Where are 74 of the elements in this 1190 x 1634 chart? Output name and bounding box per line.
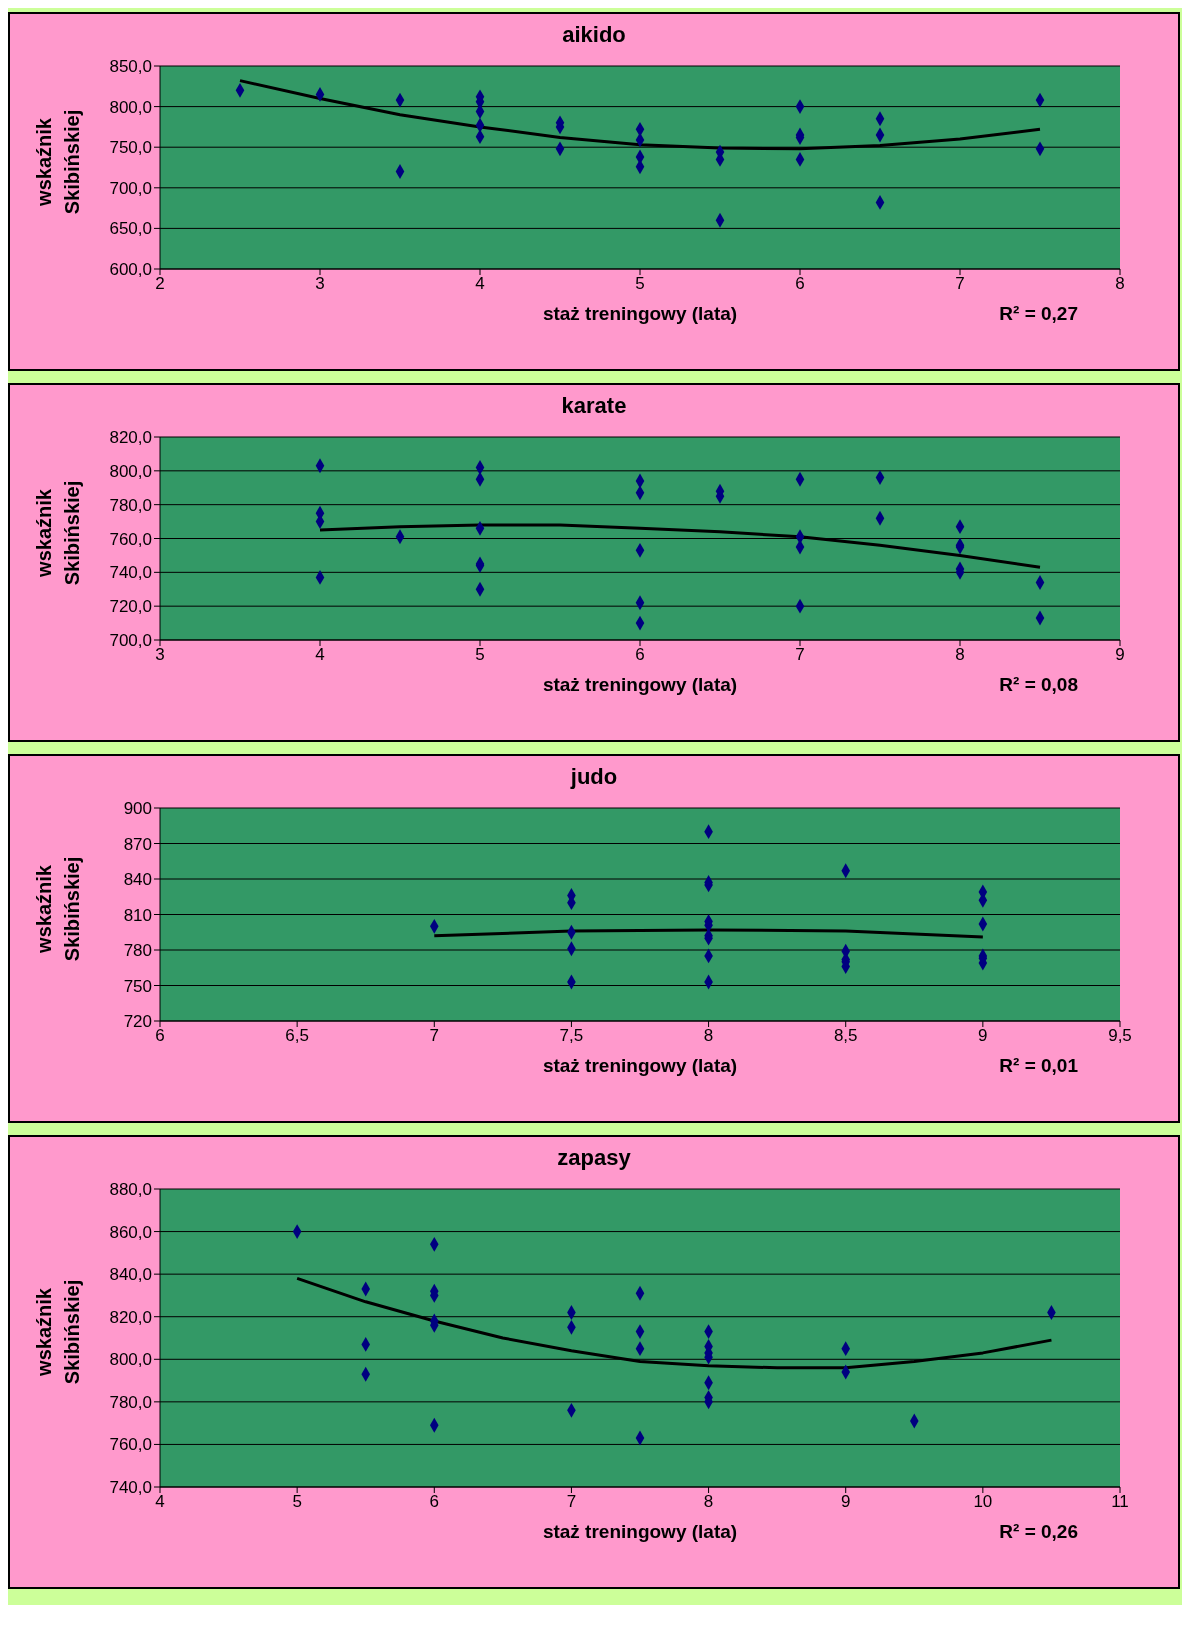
x-axis-title: staż treningowy (lata) bbox=[542, 1055, 738, 1076]
text: R² = 0,26 bbox=[999, 1521, 1078, 1543]
x-tick-label: 4 bbox=[155, 1492, 165, 1512]
y-tick-label: 810 bbox=[123, 905, 152, 925]
y-tick-label: 820,0 bbox=[109, 1307, 152, 1327]
x-tick-label: 8 bbox=[703, 1026, 714, 1046]
y-tick-label: 870 bbox=[123, 834, 152, 854]
y-tick-label: 700,0 bbox=[109, 178, 152, 198]
x-tick-label: 6,5 bbox=[285, 1026, 309, 1046]
x-tick-label: 9,5 bbox=[1108, 1026, 1132, 1046]
y-tick-label: 740,0 bbox=[109, 1478, 152, 1498]
x-tick-label: 9 bbox=[840, 1492, 851, 1512]
y-tick-label: 850,0 bbox=[109, 57, 152, 77]
chart-title: aikido bbox=[561, 22, 627, 48]
x-tick-label: 7 bbox=[429, 1026, 440, 1046]
x-axis-title: staż treningowy (lata) bbox=[542, 1521, 738, 1542]
x-tick-label: 5 bbox=[635, 274, 645, 294]
y-tick-label: 650,0 bbox=[109, 219, 152, 239]
y-axis-title: wskaźnik Skibińskiej bbox=[32, 856, 84, 961]
y-tick-label: 840 bbox=[123, 870, 152, 890]
chart-title: judo bbox=[569, 764, 619, 790]
y-tick-label: 760,0 bbox=[109, 529, 152, 549]
y-tick-label: 780 bbox=[123, 941, 152, 961]
chart-title: karate bbox=[560, 393, 628, 419]
x-tick-label: 7 bbox=[566, 1492, 577, 1512]
text: R² = 0,08 bbox=[999, 674, 1078, 696]
x-tick-label: 8 bbox=[955, 645, 965, 665]
x-tick-label: 6 bbox=[429, 1492, 440, 1512]
x-tick-label: 2 bbox=[155, 274, 165, 294]
text: R² = 0,01 bbox=[999, 1055, 1078, 1077]
text: R² = 0,27 bbox=[999, 303, 1078, 325]
y-tick-label: 750,0 bbox=[109, 138, 152, 158]
x-tick-label: 7 bbox=[795, 645, 805, 665]
x-tick-label: 6 bbox=[635, 645, 645, 665]
x-tick-label: 5 bbox=[475, 645, 485, 665]
y-tick-label: 600,0 bbox=[109, 260, 152, 280]
y-tick-label: 860,0 bbox=[109, 1222, 152, 1242]
x-tick-label: 8,5 bbox=[833, 1026, 858, 1046]
x-tick-label: 8 bbox=[1115, 274, 1125, 294]
y-axis-title: wskaźnik Skibińskiej bbox=[32, 1279, 84, 1385]
y-tick-label: 760,0 bbox=[109, 1435, 152, 1455]
x-tick-label: 8 bbox=[703, 1492, 714, 1512]
y-tick-label: 820,0 bbox=[109, 428, 152, 448]
x-tick-label: 6 bbox=[155, 1026, 165, 1046]
y-tick-label: 800,0 bbox=[109, 461, 152, 481]
y-axis-title: wskaźnik Skibińskiej bbox=[32, 109, 84, 214]
x-tick-label: 4 bbox=[315, 645, 325, 665]
y-tick-label: 780,0 bbox=[109, 1392, 152, 1412]
x-tick-label: 4 bbox=[475, 274, 485, 294]
chart-title: zapasy bbox=[556, 1145, 632, 1171]
x-axis-title: staż treningowy (lata) bbox=[542, 674, 738, 695]
x-tick-label: 10 bbox=[973, 1492, 993, 1512]
y-tick-label: 800,0 bbox=[109, 97, 152, 117]
y-tick-label: 740,0 bbox=[109, 563, 152, 583]
y-tick-label: 780,0 bbox=[109, 495, 152, 515]
x-tick-label: 7 bbox=[955, 274, 965, 294]
y-tick-label: 720 bbox=[123, 1012, 152, 1032]
y-tick-label: 750 bbox=[123, 976, 152, 996]
y-tick-label: 880,0 bbox=[109, 1180, 152, 1200]
y-tick-label: 700,0 bbox=[109, 631, 152, 651]
y-axis-title: wskaźnik Skibińskiej bbox=[32, 480, 84, 585]
x-tick-label: 11 bbox=[1111, 1492, 1129, 1512]
x-tick-label: 7,5 bbox=[559, 1026, 584, 1046]
y-tick-label: 840,0 bbox=[109, 1265, 152, 1285]
x-axis-title: staż treningowy (lata) bbox=[542, 303, 738, 324]
x-tick-label: 9 bbox=[978, 1026, 988, 1046]
x-tick-label: 3 bbox=[315, 274, 325, 294]
x-tick-label: 6 bbox=[795, 274, 805, 294]
y-tick-label: 900 bbox=[123, 799, 152, 819]
x-tick-label: 9 bbox=[1115, 645, 1125, 665]
y-tick-label: 800,0 bbox=[109, 1350, 152, 1370]
x-tick-label: 5 bbox=[292, 1492, 302, 1512]
x-tick-label: 3 bbox=[155, 645, 165, 665]
y-tick-label: 720,0 bbox=[109, 597, 152, 617]
